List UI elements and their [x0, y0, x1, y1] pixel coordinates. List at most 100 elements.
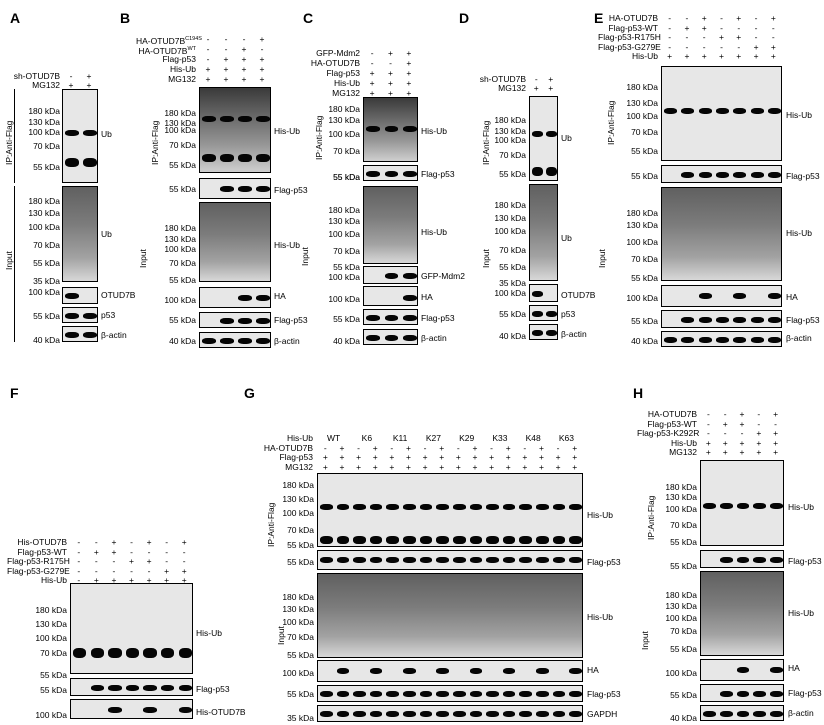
mw-marker: 100 kDa — [328, 272, 360, 282]
sign-mark: - — [182, 546, 186, 557]
sign-mark: + — [388, 78, 393, 88]
sign-mark: + — [667, 51, 673, 61]
sign-mark: - — [754, 13, 758, 23]
blot-b-input-hisub — [199, 202, 271, 282]
blot-c-ip-hisub-band — [366, 126, 381, 132]
blot-d-p53-band — [546, 311, 557, 317]
mw-marker: 55 kDa — [333, 262, 360, 272]
blot-b-flagp53-band — [238, 318, 252, 324]
blot-f-hisub-band — [143, 648, 157, 658]
mw-marker: 70 kDa — [169, 140, 196, 150]
blot-b-actin-band — [220, 338, 234, 344]
sign-mark: + — [773, 447, 779, 457]
blot-g-ha-band — [502, 668, 516, 674]
mw-marker: 180 kDa — [665, 482, 697, 492]
sign-mark: - — [224, 34, 228, 44]
mutation-superscript: C194S — [185, 36, 202, 42]
sign-mark: + — [223, 54, 229, 64]
sign-mark: + — [241, 64, 247, 74]
sign-mark: - — [737, 22, 741, 33]
blot-a-actin-band — [83, 332, 97, 338]
blot-label: Flag-p53 — [196, 684, 230, 694]
blot-c-ip-hisub-band — [402, 126, 417, 132]
blot-g-ip-hisub-band — [552, 536, 566, 544]
mw-marker: 100 kDa — [328, 129, 360, 139]
sign-mark: - — [77, 537, 81, 547]
blot-c-actin-band — [366, 335, 381, 341]
sign-mark: - — [390, 442, 394, 453]
sign-mark: + — [756, 428, 762, 438]
blot-h-ip-hisub-band — [753, 503, 767, 509]
sign-mark: + — [572, 452, 578, 462]
blot-a-ip-ub-band — [65, 130, 79, 136]
sign-mark: + — [205, 74, 211, 84]
blot-b-ha-band — [238, 295, 252, 301]
blot-f-flagp53-band — [160, 685, 175, 691]
condition-label: His-Ub — [41, 575, 67, 585]
blot-h-actin-band — [753, 711, 767, 717]
sign-mark: + — [146, 575, 152, 585]
mw-marker: 55 kDa — [631, 273, 658, 283]
blot-label: β-actin — [274, 336, 300, 346]
sign-mark: + — [472, 442, 478, 453]
blot-g-ha-band — [369, 668, 383, 674]
blot-b-ip-hisub-band — [238, 154, 252, 162]
mw-marker: 100 kDa — [328, 294, 360, 304]
mw-marker: 130 kDa — [665, 601, 697, 611]
blot-g-ip-hisub-band — [386, 504, 400, 510]
sign-mark: - — [685, 13, 689, 23]
group-label: K29 — [459, 433, 475, 443]
blot-label: His-OTUD7B — [196, 707, 246, 717]
blot-a-p53-band — [83, 313, 97, 319]
blot-f-hisub-band — [90, 648, 105, 658]
mw-marker: 55 kDa — [287, 557, 314, 567]
blot-e-ip-flagp53-band — [698, 172, 712, 178]
sign-mark: + — [770, 13, 776, 23]
blot-c-ip-flagp53-band — [402, 171, 417, 177]
panel-letter-d: D — [459, 10, 470, 26]
blot-f-flagp53-band — [125, 685, 140, 691]
sign-mark: - — [720, 13, 723, 23]
panel-letter-g: G — [244, 385, 255, 401]
mw-marker: 40 kDa — [631, 336, 658, 346]
blot-label: Flag-p53 — [786, 171, 820, 181]
blot-g-ip-flagp53-band — [386, 557, 400, 563]
blot-e-ip-hisub-band — [733, 108, 747, 114]
sign-mark: + — [241, 74, 247, 84]
blot-b-flagp53-band — [220, 318, 234, 324]
blot-e-actin — [661, 331, 782, 347]
input-label: Input — [276, 626, 286, 645]
mw-marker: 100 kDa — [28, 127, 60, 137]
mw-marker: 70 kDa — [33, 141, 60, 151]
blot-c-actin-band — [384, 335, 399, 341]
mw-marker: 70 kDa — [40, 648, 67, 658]
sign-mark: + — [129, 575, 134, 585]
blot-g-gapdh-band — [552, 711, 566, 717]
blot-g-ip-hisub-band — [502, 536, 516, 544]
blot-h-ip-flagp53-band — [719, 557, 733, 563]
condition-label: sh-OTUD7B — [13, 71, 60, 81]
ip-label: IP:Anti-Flag — [4, 120, 14, 165]
mw-marker: 130 kDa — [28, 117, 60, 127]
sign-mark: - — [94, 556, 98, 566]
mutation-superscript: WT — [187, 46, 196, 52]
blot-label: Flag-p53 — [788, 688, 822, 698]
condition-label: HA-OTUD7BWT — [138, 45, 196, 56]
blot-e-ha-band — [698, 293, 712, 299]
blot-h-ip-hisub-band — [770, 503, 783, 509]
blot-label: β-actin — [561, 329, 587, 339]
sign-mark: + — [164, 575, 170, 585]
mw-marker: 100 kDa — [665, 613, 697, 623]
sign-mark: - — [389, 58, 392, 68]
blot-g-ip-hisub-band — [386, 536, 400, 544]
sign-mark: - — [77, 575, 81, 585]
sign-mark: - — [206, 44, 210, 54]
sign-mark: + — [259, 34, 265, 44]
mw-marker: 180 kDa — [494, 200, 526, 210]
mw-marker: 55 kDa — [631, 316, 658, 326]
sign-mark: - — [182, 556, 186, 566]
blot-label: HA — [421, 292, 433, 302]
blot-g-ip-flagp53-band — [552, 557, 566, 563]
blot-c-flagp53-band — [384, 315, 399, 321]
sign-mark: + — [205, 64, 211, 74]
